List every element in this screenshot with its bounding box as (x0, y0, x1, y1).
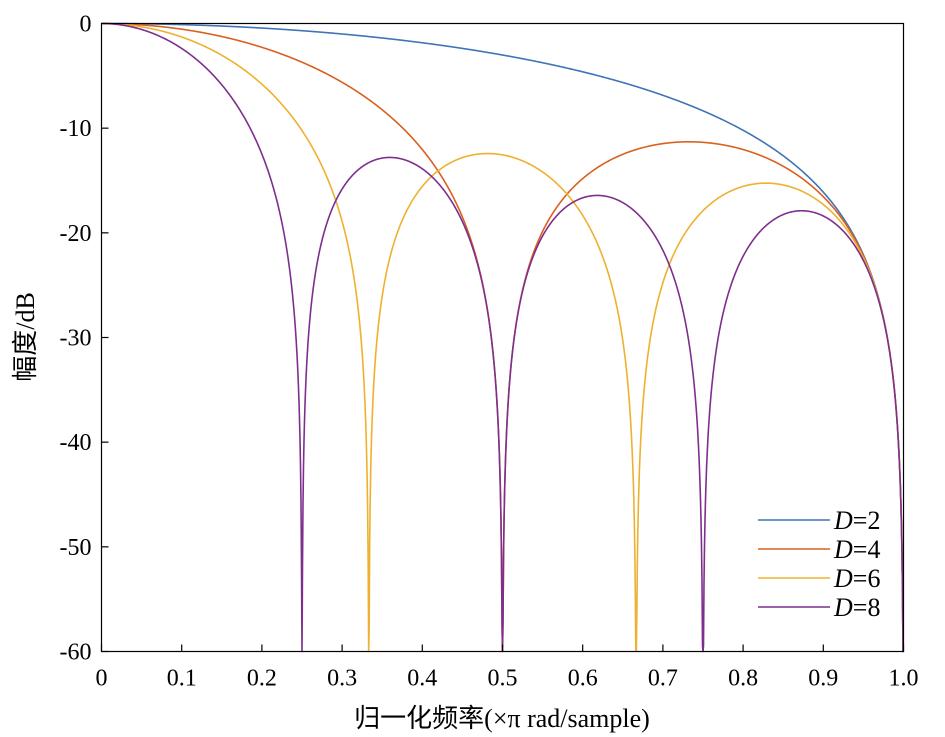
legend-label: D=2 (833, 506, 880, 535)
x-axis-ticks: 0 0.1 0.2 0.3 0.4 0.5 0.6 0.7 0.8 0.9 1.0 (96, 644, 919, 692)
x-tick-label: 0.8 (728, 666, 758, 692)
x-tick-label: 0.1 (167, 666, 197, 692)
series-line-d6 (101, 22, 904, 653)
y-axis-ticks: 0 -10 -20 -30 -40 -50 -60 (60, 12, 109, 666)
series-line-d8 (101, 22, 904, 653)
y-tick-label: -30 (60, 326, 92, 352)
x-tick-label: 0.2 (247, 666, 277, 692)
legend: D=2D=4D=6D=8 (758, 506, 880, 622)
x-tick-label: 0 (96, 666, 108, 692)
series-line-d2 (101, 22, 904, 653)
x-tick-label: 0.7 (648, 666, 678, 692)
y-tick-label: -10 (60, 116, 92, 142)
y-tick-label: -40 (60, 430, 92, 456)
y-axis-title: 幅度/dB (11, 292, 40, 382)
x-axis-title: 归一化频率(×π rad/sample) (354, 704, 650, 733)
x-tick-label: 0.3 (327, 666, 357, 692)
plot-lines (101, 22, 904, 653)
legend-label: D=8 (833, 593, 880, 622)
legend-label: D=6 (833, 564, 880, 593)
y-tick-label: -20 (60, 221, 92, 247)
y-tick-label: -60 (60, 640, 92, 666)
x-tick-label: 0.4 (407, 666, 437, 692)
plot-frame (100, 22, 905, 653)
x-tick-label: 0.6 (568, 666, 598, 692)
series-line-d4 (101, 22, 904, 653)
y-tick-label: -50 (60, 535, 92, 561)
x-tick-label: 1.0 (889, 666, 919, 692)
x-tick-label: 0.5 (488, 666, 518, 692)
y-tick-label: 0 (80, 12, 92, 38)
legend-label: D=4 (833, 535, 880, 564)
x-tick-label: 0.9 (808, 666, 838, 692)
